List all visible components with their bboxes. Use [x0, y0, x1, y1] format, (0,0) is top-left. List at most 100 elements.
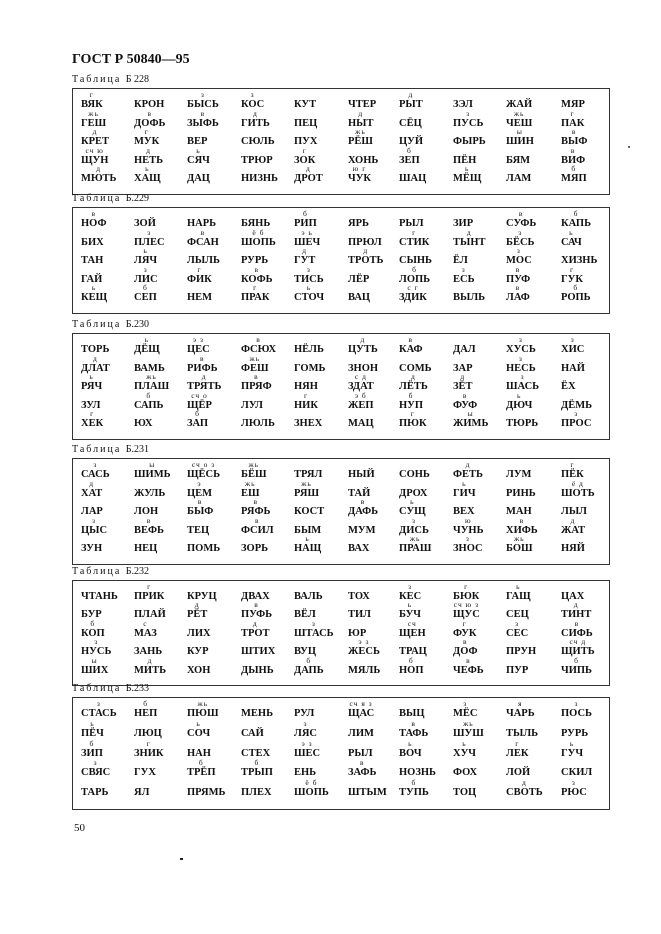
syllable-word: БЫФ: [187, 506, 214, 518]
syllable-word: ДИСЬ: [399, 524, 429, 536]
syllable-cell: МУК г: [134, 127, 159, 147]
syllable-cell: БИХ: [81, 237, 104, 248]
syllable-cell: ХУЧ ь: [453, 739, 476, 759]
syllable-cell: ЮХ: [134, 418, 152, 429]
syllable-word: ПЛЕХ: [241, 787, 272, 799]
syllable-word: ЖЕСЬ: [348, 646, 380, 658]
syllable-cell: БУЧ ь: [399, 600, 421, 620]
syllable-cell: ЗАР: [453, 363, 473, 374]
syllable-word: СЕП: [134, 292, 157, 304]
syllable-cell: БОШ жь: [506, 534, 533, 554]
syllable-cell: НЁЛЬ: [294, 344, 324, 355]
syllable-word: ФОХ: [453, 767, 478, 779]
syllable-cell: ЩЕН сч: [399, 619, 426, 639]
syllable-cell: ДИСЬ з: [399, 516, 429, 536]
syllable-word: МЁЩ: [453, 173, 482, 185]
syllable-cell: ЗЭЛ: [453, 99, 473, 110]
syllable-cell: ШИМЬ ы: [134, 460, 171, 480]
syllable-word: МАЦ: [348, 418, 374, 430]
syllable-cell: ПРОС з: [561, 409, 592, 430]
syllable-cell: НАН: [187, 748, 211, 759]
syllable-word: ТРАЦ: [399, 646, 427, 658]
syllable-superscript: б: [302, 209, 308, 218]
syllable-word: НЕСЬ: [506, 362, 536, 374]
syllable-superscript: д: [89, 478, 95, 488]
syllable-word: ШОТЬ: [561, 487, 595, 499]
syllable-cell: ФЕШ жь: [241, 354, 269, 374]
syllable-cell: ЛОПЬ б: [399, 265, 430, 285]
syllable-cell: САЙ: [241, 728, 264, 739]
syllable-word: НЁЛЬ: [294, 344, 324, 355]
syllable-cell: ЦЫС з: [81, 516, 107, 536]
syllable-word: ЛИХ: [187, 627, 211, 639]
syllable-word: ПРОС: [561, 418, 592, 430]
syllable-word: ПОСЬ: [561, 708, 592, 719]
syllable-cell: ХИФЬ в: [506, 516, 538, 536]
syllable-superscript: д: [201, 372, 207, 382]
syllable-superscript: ь: [462, 478, 467, 488]
syllable-word: ВОЧ: [399, 747, 422, 759]
document-header: ГОСТ Р 50840—95: [72, 52, 190, 67]
syllable-word: ЖЕП: [348, 399, 374, 411]
syllable-word: МЁС: [453, 708, 478, 719]
syllable-cell: ЗОК г: [294, 146, 315, 166]
syllable-superscript: д: [360, 335, 366, 344]
page-number: 50: [74, 822, 85, 834]
syllable-word: СЯЧ: [187, 154, 210, 166]
syllable-superscript: ы: [149, 460, 156, 469]
syllable-cell: ЕНЬ: [294, 767, 316, 778]
syllable-cell: ЛИМ: [348, 728, 374, 739]
syllable-superscript: в: [359, 758, 365, 768]
syllable-word: РЫЛ: [348, 747, 373, 759]
syllable-cell: МУМ: [348, 525, 376, 536]
syllable-word: ХЕК: [81, 418, 104, 430]
syllable-word: ДАЛ: [453, 344, 476, 355]
syllable-word: НЕЦ: [134, 543, 158, 555]
syllable-word: ДАПЬ: [294, 664, 324, 676]
syllable-superscript: в: [253, 497, 258, 507]
syllable-word: ФЫРЬ: [453, 136, 486, 148]
syllable-word: НУСЬ: [81, 646, 112, 658]
syllable-cell: ЕШ жь: [241, 479, 260, 499]
syllable-superscript: г: [570, 460, 575, 469]
syllable-cell: ПЮК г: [399, 409, 427, 429]
syllable-cell: РУРЬ: [241, 255, 268, 266]
syllable-word: БЫМ: [294, 524, 322, 536]
syllable-superscript: сч: [407, 618, 417, 628]
syllable-cell: НАЩ ь: [294, 534, 321, 554]
syllable-word: МЕНЬ: [241, 708, 274, 719]
table-title: Таблица Б.230: [72, 319, 149, 330]
syllable-superscript: з: [515, 618, 520, 628]
syllable-cell: МЯП б: [561, 164, 587, 184]
syllable-word: РЁШ: [348, 136, 373, 148]
syllable-word: ЧУНЬ: [453, 524, 484, 536]
syllable-word: ТУПЬ: [399, 787, 429, 799]
syllable-cell: ЗУЛ: [81, 400, 100, 411]
syllable-word: БЁСЬ: [506, 236, 535, 248]
syllable-cell: ПРЮЛ: [348, 237, 382, 248]
syllable-cell: МЁС з: [453, 699, 478, 719]
syllable-word: ЩИТЬ: [561, 646, 595, 658]
syllable-cell: КЕС з: [399, 582, 421, 602]
syllable-cell: ДЛАТ д: [81, 354, 110, 374]
syllable-superscript: э з: [301, 738, 313, 748]
syllable-superscript: в: [515, 283, 521, 293]
syllable-cell: РЮС з: [561, 778, 587, 798]
syllable-word: ЧАРЬ: [506, 708, 535, 719]
syllable-cell: ГУК г: [561, 265, 583, 285]
syllable-word: ПОМЬ: [187, 543, 221, 555]
syllable-word: НАРЬ: [187, 218, 217, 229]
syllable-cell: МЯЛЬ: [348, 665, 380, 676]
syllable-superscript: г: [570, 108, 575, 118]
syllable-cell: ЦУЙ: [399, 136, 423, 147]
syllable-superscript: э б: [354, 390, 367, 400]
syllable-cell: НЕМ: [187, 292, 212, 303]
syllable-superscript: с д: [354, 372, 367, 382]
syllable-cell: РЫЛ: [348, 748, 373, 759]
syllable-cell: ПЁЧ ь: [81, 719, 104, 739]
syllable-word: ЗУН: [81, 543, 103, 555]
syllable-superscript: д: [466, 227, 472, 237]
syllable-cell: МЁЩ ь: [453, 164, 482, 185]
syllable-superscript: ь: [196, 718, 201, 728]
syllable-superscript: в: [570, 145, 576, 155]
